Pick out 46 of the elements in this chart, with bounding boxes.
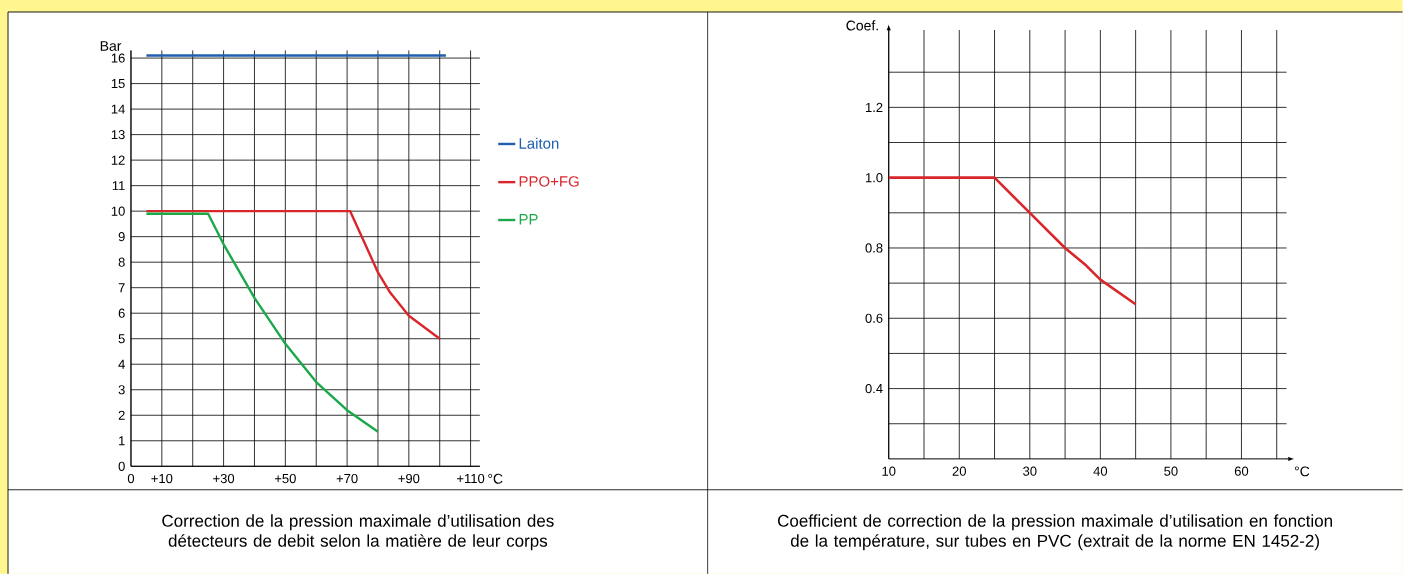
y-tick-label: 2 [118,410,125,420]
y-tick-label: 0.8 [865,243,883,253]
legend-label: PP [519,213,538,225]
y-tick-label: 6 [118,308,125,318]
x-axis-title: °C [1294,466,1310,477]
x-tick-label: +10 [151,473,173,484]
y-tick-label: 4 [118,359,125,369]
line-series [145,209,441,340]
y-tick-label: 9 [118,231,125,242]
legend-label: PPO+FG [519,176,579,187]
y-tick-label: 11 [112,181,125,190]
y-tick-label: 0.6 [865,313,883,323]
x-tick-label: 40 [1093,466,1108,476]
x-tick-label: 60 [1234,466,1249,476]
x-tick-label: 50 [1164,466,1178,476]
line-series [145,212,380,433]
y-tick-label: 1.2 [865,102,883,112]
x-tick-label: +30 [213,473,235,484]
x-tick-label: 0 [127,473,135,484]
x-tick-label: +110 [457,473,485,484]
y-tick-label: 12 [111,155,125,165]
line-series [887,176,1137,306]
y-tick-label: 1.0 [865,172,883,183]
y-tick-label: 14 [111,104,125,114]
y-tick-label: 13 [111,129,125,140]
y-tick-label: 15 [111,78,125,88]
y-axis-title: Bar [100,41,122,51]
text: Correction de la pression maximale d’utilisation des détecteurs de debit selon la matière de leur corps [162,514,554,551]
text: Coefficient de correction de la pression maximale d’utilisation en fonction de la température, sur tubes en PVC (extrait de la norme EN 1452-2) [778,514,1332,551]
y-tick-label: 8 [118,257,125,267]
y-tick-label: 5 [118,334,125,344]
x-tick-label: +90 [398,473,420,484]
x-tick-label: 20 [952,466,966,476]
y-tick-label: 3 [118,385,125,395]
x-axis-title: °C [488,473,503,484]
y-tick-label: 1 [119,436,125,446]
y-axis-title: Coef. [846,20,878,31]
y-tick-label: 7 [118,283,125,293]
x-tick-label: +70 [336,473,358,484]
y-tick-label: 10 [111,206,125,216]
y-tick-label: 16 [111,53,125,63]
x-tick-label: +50 [274,473,296,484]
x-tick-label: 30 [1023,466,1037,476]
y-tick-label: 0.4 [865,383,883,394]
x-tick-label: 10 [882,466,896,476]
legend-label: Laiton [519,137,559,149]
